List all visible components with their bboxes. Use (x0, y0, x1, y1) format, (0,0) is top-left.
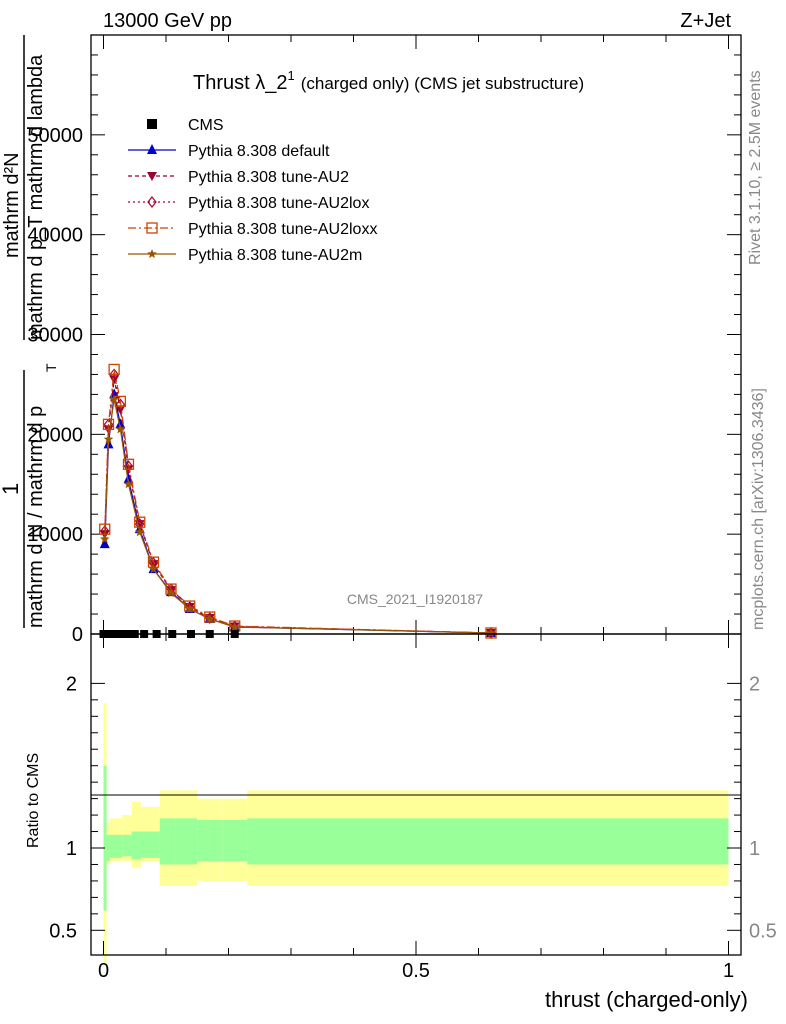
marker-triangle-up (123, 473, 134, 484)
ylabel-prefix-den: mathrm d N / mathrm d p (25, 406, 47, 628)
ylabel-prefix-sub: T (43, 363, 59, 372)
rivet-label: Rivet 3.1.10, ≥ 2.5M events (747, 70, 764, 265)
marker-open-square (146, 222, 158, 234)
marker-open-diamond (147, 196, 157, 208)
title-sup: 1 (287, 68, 294, 83)
main-series-layer (99, 363, 497, 639)
marker-triangle-up (147, 144, 157, 154)
legend-label: Pythia 8.308 tune-AU2m (188, 247, 362, 264)
ratio-ytick-label-right: 2 (749, 673, 760, 695)
ratio-ytick-label-right: 0.5 (749, 920, 777, 942)
ratio-band-green (141, 831, 160, 858)
legend-label: Pythia 8.308 tune-AU2lox (188, 195, 369, 212)
ratio-ticks: 0.5 0.5 1 1 2 2 0 0.5 1 (49, 634, 777, 982)
marker-open-square (134, 516, 146, 528)
marker-open-square (108, 363, 120, 376)
main-ytick-label: 0 (72, 624, 83, 646)
marker-open-diamond (204, 612, 215, 624)
marker-open-square (122, 458, 135, 470)
marker-triangle-up (99, 538, 110, 549)
ratio-xtick-label: 0.5 (402, 960, 430, 982)
title-suffix: (charged only) (CMS jet substructure) (301, 74, 584, 93)
ratio-ytick-label-right: 1 (749, 838, 760, 860)
ratio-ytick-label-left: 1 (66, 838, 77, 860)
marker-star (135, 527, 145, 537)
ratio-band-green (122, 834, 132, 857)
main-ytick-label: 20000 (27, 424, 83, 446)
marker-star (230, 622, 240, 632)
ratio-band-green (197, 820, 223, 862)
marker-star (486, 628, 496, 637)
main-ytick-label: 50000 (27, 125, 83, 147)
marker-star (148, 564, 159, 574)
ratio-band-green (222, 820, 248, 862)
legend-label: Pythia 8.308 default (188, 143, 330, 160)
main-ylabel: 1 mathrm d N / mathrm d p T mathrm d²N m… (0, 35, 59, 628)
legend-label: Pythia 8.308 tune-AU2 (188, 169, 349, 186)
ratio-band-green (131, 831, 141, 860)
series-line-4 (104, 369, 492, 634)
ratio-band-green (103, 765, 107, 911)
ratio-band-green (109, 834, 123, 858)
mcplots-label: mcplots.cern.ch [arXiv:1306.3436] (750, 388, 767, 630)
marker-star (100, 534, 110, 544)
marker-star (103, 434, 114, 444)
marker-star (109, 394, 119, 404)
ratio-band-green (175, 818, 198, 865)
main-ytick-label: 40000 (27, 225, 83, 247)
marker-open-diamond (184, 601, 195, 614)
ylabel-prefix-num: 1 (0, 483, 23, 495)
marker-star (166, 588, 176, 598)
marker-open-diamond (115, 398, 126, 411)
marker-triangle-down (147, 172, 157, 181)
marker-open-diamond (109, 368, 119, 381)
marker-star (185, 604, 195, 614)
legend: CMS Pythia 8.308 default Pythia 8.308 tune… (128, 117, 377, 264)
marker-square (147, 119, 157, 129)
ratio-band-green (159, 818, 176, 865)
chart-title: Thrust λ_21 (charged only) (CMS jet subst… (193, 68, 584, 94)
ratio-band-green (247, 818, 729, 865)
title-main: Thrust λ_2 (193, 72, 287, 94)
ratio-band-green (106, 834, 110, 862)
marker-star (115, 424, 126, 434)
marker-open-square (102, 418, 115, 431)
process-label: Z+Jet (680, 10, 731, 32)
analysis-watermark: CMS_2021_I1920187 (347, 591, 483, 607)
legend-label: CMS (188, 117, 224, 134)
energy-label: 13000 GeV pp (103, 10, 232, 32)
marker-triangle-up (115, 418, 126, 429)
marker-star (205, 614, 215, 624)
legend-label: Pythia 8.308 tune-AU2loxx (188, 221, 377, 238)
ylabel-numerator: mathrm d²N (1, 152, 23, 258)
marker-star (123, 479, 134, 489)
ylabel-denominator: mathrm d p_T mathrm d lambda (25, 54, 47, 340)
main-ticks: 0 10000 20000 30000 40000 50000 (27, 35, 741, 646)
ratio-ytick-label-left: 2 (66, 673, 77, 695)
main-ytick-label: 30000 (27, 325, 83, 347)
ratio-xtick-label: 0 (98, 960, 109, 982)
ratio-ylabel: Ratio to CMS (25, 753, 42, 848)
main-ytick-label: 10000 (27, 524, 83, 546)
ratio-bands-layer (103, 703, 729, 964)
x-axis-label: thrust (charged-only) (545, 987, 748, 1012)
ratio-ytick-label-left: 0.5 (49, 920, 77, 942)
ratio-plot-frame (90, 633, 742, 956)
ratio-xtick-label: 1 (723, 960, 734, 982)
series-line-3 (104, 374, 492, 634)
marker-star (147, 249, 157, 258)
series-line-5 (104, 399, 492, 634)
